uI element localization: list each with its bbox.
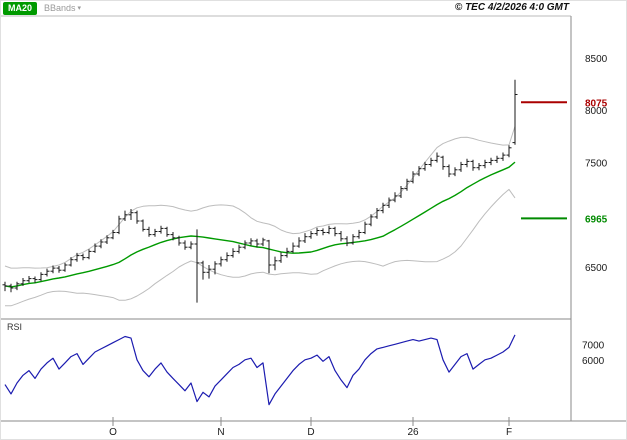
rsi-line [4,334,516,406]
y-axis-label: 8500 [585,54,608,65]
x-axis-label: F [506,427,512,438]
copyright-text: © TEC 4/2/2026 4:0 GMT [454,2,569,13]
x-axis-label: 26 [407,427,419,438]
rsi-axis-label: 6000 [582,356,605,367]
bbands-indicator-chip[interactable]: BBands ▾ [44,3,81,14]
x-axis-label: O [109,427,117,438]
bbands-label: BBands [44,3,76,13]
chevron-down-icon: ▾ [77,5,82,12]
ma20-line [4,161,516,288]
bollinger-lower-band [5,188,516,307]
resistance-label: 8075 [585,98,608,109]
x-axis-label: D [307,427,314,438]
y-axis-label: 7500 [585,159,608,170]
x-axis-label: N [217,427,224,438]
ma20-indicator-chip[interactable]: MA20 [3,2,38,15]
rsi-panel-label: RSI [7,322,23,332]
bollinger-upper-band [4,126,516,269]
support-label: 6965 [585,214,608,225]
y-axis-label: 6500 [585,263,608,274]
y-axis-label: 8000 [585,106,608,117]
rsi-axis-label: 7000 [582,340,605,351]
indicator-legend: MA20 BBands ▾ [3,2,81,15]
